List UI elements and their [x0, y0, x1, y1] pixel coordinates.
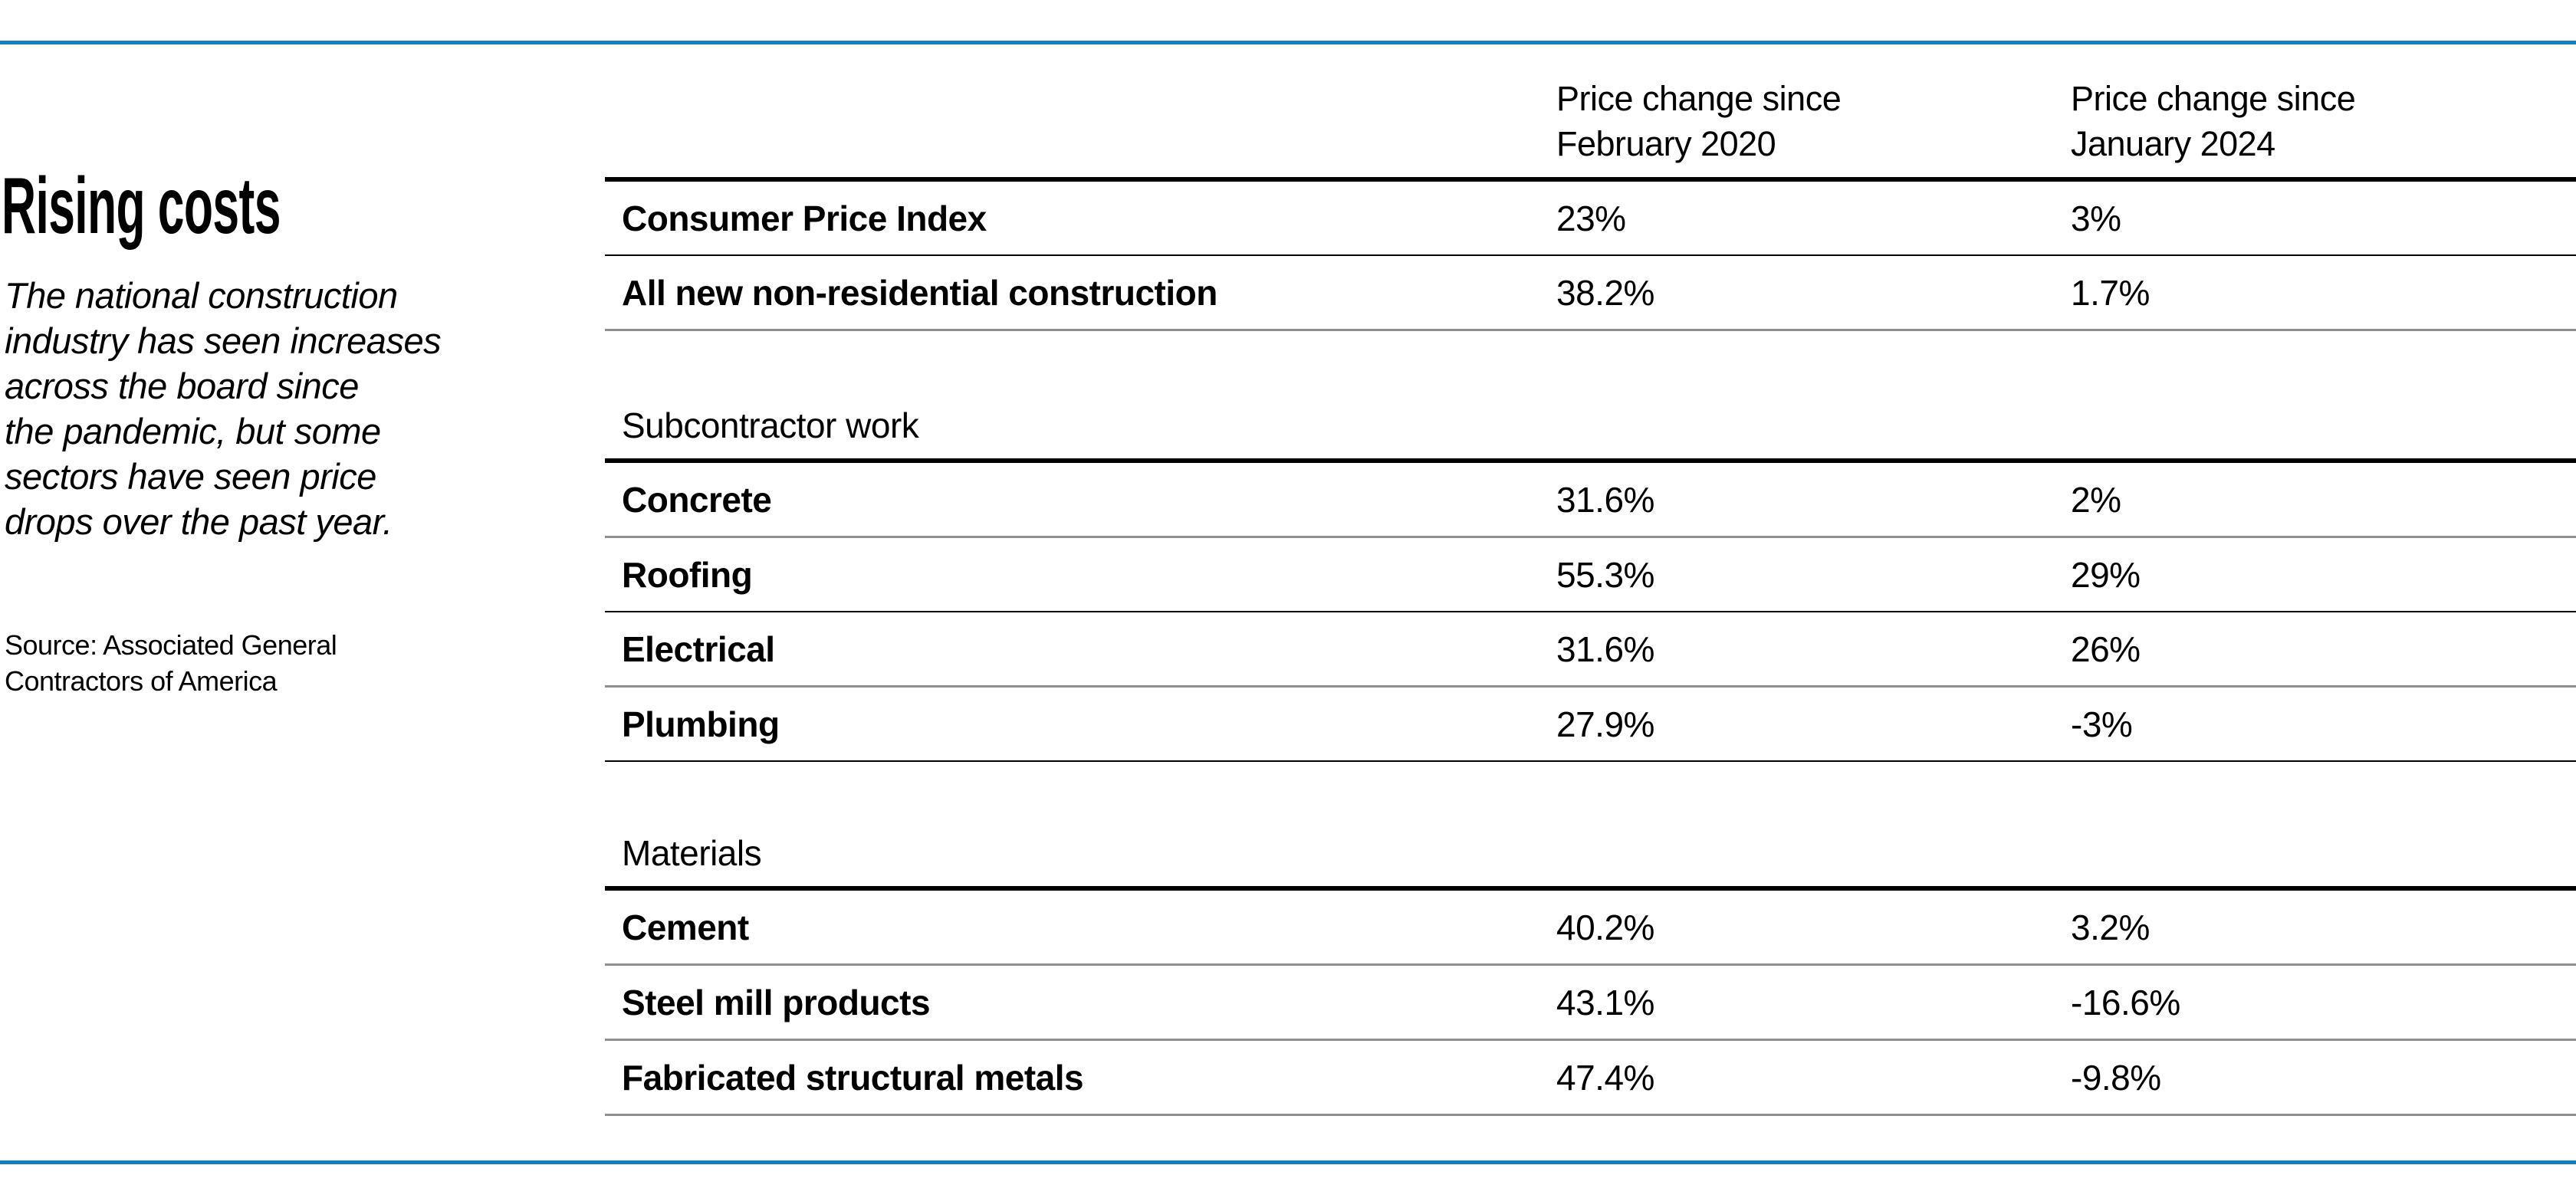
table-row-plumbing: Plumbing 27.9% -3%: [605, 688, 2576, 762]
page-title: Rising costs: [2, 162, 281, 251]
column-header-feb2020: Price change since February 2020: [1556, 79, 1842, 163]
row-label: Steel mill products: [622, 982, 931, 1022]
row-value-feb2020: 23%: [1556, 198, 1626, 238]
table-header-row: Price change since February 2020 Price c…: [605, 66, 2576, 182]
section-header-subcontractor-work: Subcontractor work: [605, 405, 2576, 463]
row-label: Electrical: [622, 629, 775, 669]
row-value-jan2024: 3%: [2071, 198, 2121, 238]
row-value-feb2020: 27.9%: [1556, 704, 1654, 744]
row-value-feb2020: 55.3%: [1556, 554, 1654, 595]
row-label: Roofing: [622, 554, 753, 595]
row-value-feb2020: 38.2%: [1556, 272, 1654, 313]
row-value-jan2024: 29%: [2071, 554, 2141, 595]
top-accent-rule: [0, 41, 2576, 44]
table-row-roofing: Roofing 55.3% 29%: [605, 538, 2576, 612]
table-row-steel-mill-products: Steel mill products 43.1% -16.6%: [605, 966, 2576, 1041]
section-gap: [605, 331, 2576, 405]
section-header-label: Materials: [622, 833, 762, 873]
table-row-all-new-nonresidential: All new non-residential construction 38.…: [605, 256, 2576, 331]
row-label: Cement: [622, 907, 749, 947]
bottom-accent-rule: [0, 1160, 2576, 1164]
price-change-table: Price change since February 2020 Price c…: [605, 66, 2576, 1116]
row-value-jan2024: -16.6%: [2071, 982, 2180, 1022]
source-note: Source: Associated General Contractors o…: [5, 629, 337, 697]
row-value-feb2020: 31.6%: [1556, 629, 1654, 669]
row-label: Plumbing: [622, 704, 780, 744]
row-value-jan2024: 3.2%: [2071, 907, 2150, 947]
section-gap: [605, 762, 2576, 832]
row-value-feb2020: 43.1%: [1556, 982, 1654, 1022]
table-row-concrete: Concrete 31.6% 2%: [605, 463, 2576, 538]
table-row-electrical: Electrical 31.6% 26%: [605, 612, 2576, 688]
table-row-cement: Cement 40.2% 3.2%: [605, 891, 2576, 966]
row-label: All new non-residential construction: [622, 272, 1217, 313]
description-text: The national construction industry has s…: [5, 275, 442, 542]
row-value-jan2024: -9.8%: [2071, 1057, 2161, 1098]
row-value-jan2024: -3%: [2071, 704, 2133, 744]
row-value-feb2020: 40.2%: [1556, 907, 1654, 947]
row-label: Fabricated structural metals: [622, 1057, 1084, 1098]
row-value-jan2024: 2%: [2071, 479, 2121, 520]
row-label: Consumer Price Index: [622, 198, 987, 238]
row-value-feb2020: 31.6%: [1556, 479, 1654, 520]
section-header-materials: Materials: [605, 832, 2576, 891]
table-row-cpi: Consumer Price Index 23% 3%: [605, 182, 2576, 256]
row-value-jan2024: 1.7%: [2071, 272, 2150, 313]
column-header-jan2024: Price change since January 2024: [2071, 79, 2356, 163]
row-value-feb2020: 47.4%: [1556, 1057, 1654, 1098]
row-label: Concrete: [622, 479, 772, 520]
row-value-jan2024: 26%: [2071, 629, 2141, 669]
section-header-label: Subcontractor work: [622, 405, 919, 445]
table-row-fabricated-structural-metals: Fabricated structural metals 47.4% -9.8%: [605, 1041, 2576, 1116]
